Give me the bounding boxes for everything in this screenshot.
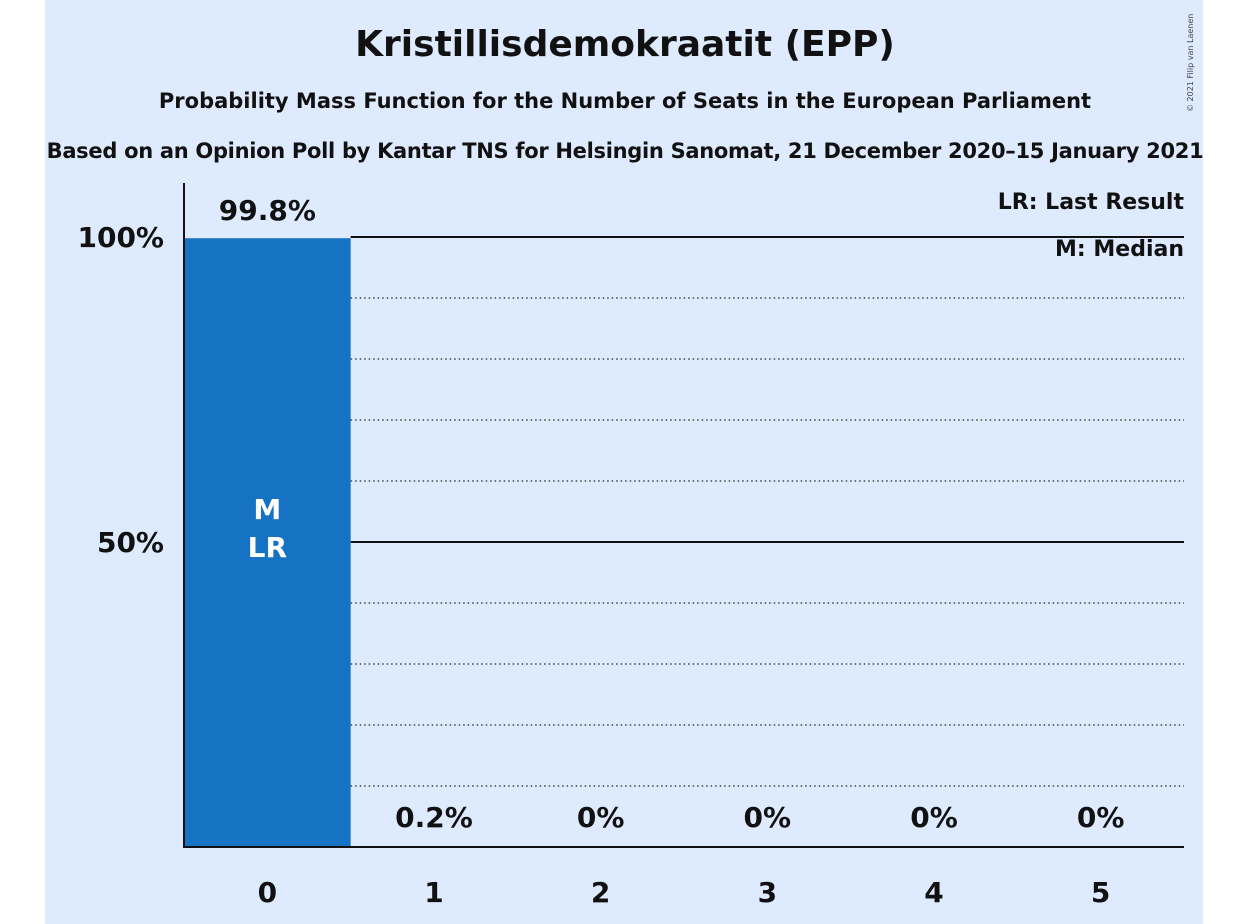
bar-value-label: 0% (744, 801, 792, 834)
legend-entry: LR: Last Result (998, 190, 1185, 215)
bar-annotation: LR (248, 531, 287, 564)
chart-title: Kristillisdemokraatit (EPP) (355, 24, 895, 65)
x-tick-label: 0 (258, 876, 277, 909)
bar-value-label: 0% (910, 801, 958, 834)
chart-subtitle: Probability Mass Function for the Number… (158, 89, 1092, 113)
bar-annotation: M (253, 493, 281, 526)
bar-value-label: 0% (1077, 801, 1125, 834)
bar (185, 238, 351, 848)
x-tick-label: 5 (1091, 876, 1110, 909)
y-tick-label: 50% (97, 526, 164, 559)
x-tick-label: 3 (758, 876, 777, 909)
bar-value-label: 0% (577, 801, 625, 834)
x-tick-label: 4 (924, 876, 943, 909)
bar-value-label: 99.8% (219, 194, 316, 227)
x-tick-label: 1 (424, 876, 443, 909)
y-tick-label: 100% (77, 221, 164, 254)
chart-source-subtitle: Based on an Opinion Poll by Kantar TNS f… (46, 139, 1204, 163)
x-tick-label: 2 (591, 876, 610, 909)
bar-value-label: 0.2% (395, 801, 473, 834)
legend-entry: M: Median (1055, 237, 1184, 262)
